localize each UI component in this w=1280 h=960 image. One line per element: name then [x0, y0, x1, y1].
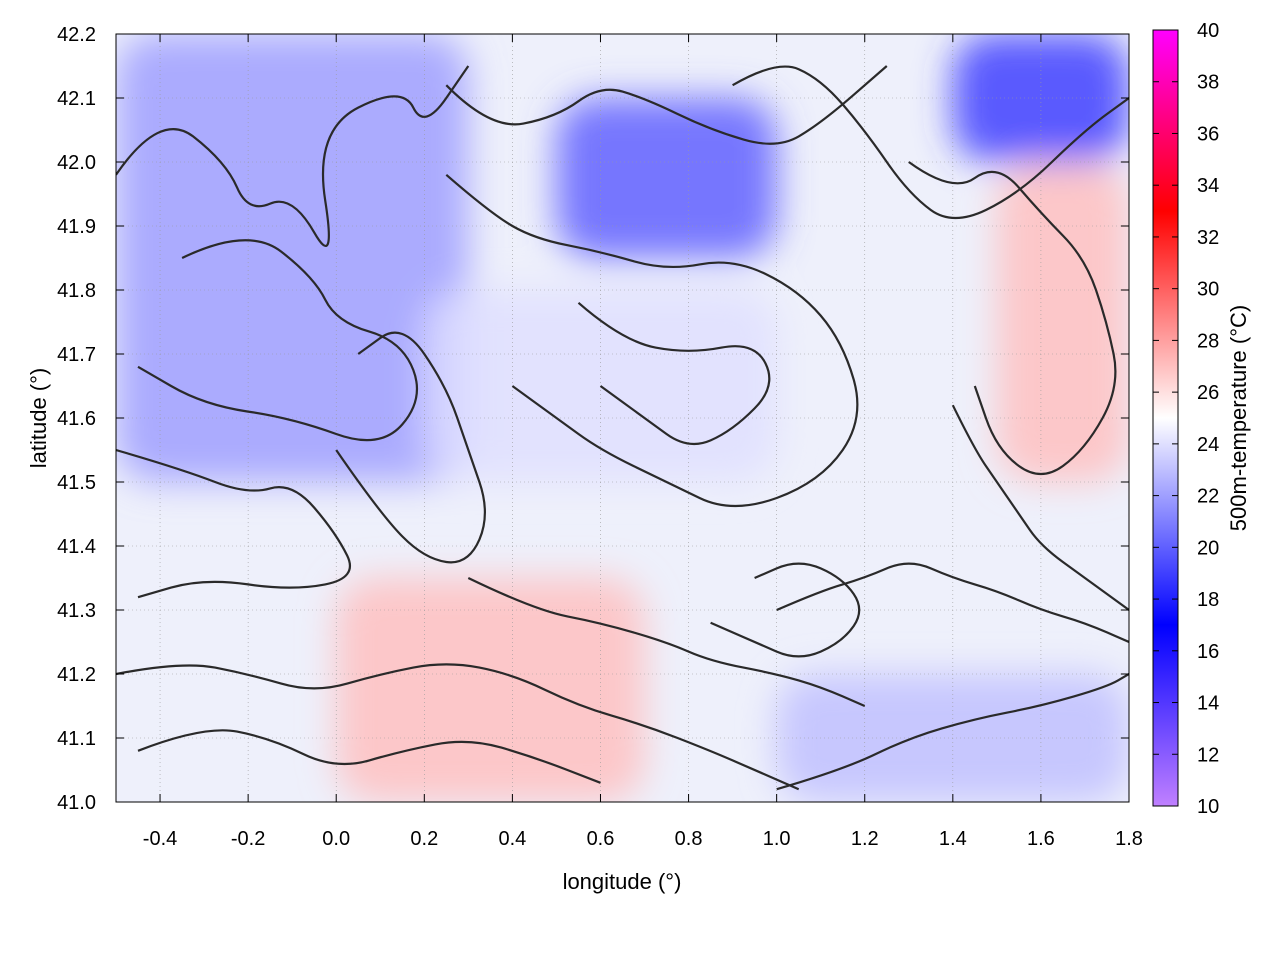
y-tick-label: 42.0	[57, 152, 96, 174]
x-tick-label: 1.0	[763, 828, 791, 850]
y-tick-label: 41.4	[57, 536, 96, 558]
region-northwest	[116, 34, 469, 482]
y-tick-label: 41.2	[57, 664, 96, 686]
colorbar-tick-label: 12	[1197, 744, 1219, 766]
region-north-central	[556, 98, 777, 258]
region-east-coast	[996, 162, 1129, 482]
contour-line	[776, 562, 1129, 644]
colorbar-title: 500m-temperature (°C)	[1226, 305, 1251, 531]
contour-line	[710, 562, 861, 658]
x-tick-label: 0.2	[410, 828, 438, 850]
colorbar-tick-label: 16	[1197, 641, 1219, 663]
plot-area	[115, 33, 1130, 803]
terrain-contours	[116, 65, 1129, 791]
colorbar-tick-label: 28	[1197, 330, 1219, 352]
colorbar: 10 12 14 16 18 20 22 24 26 28 30 32 34 36 38 40 500m-te…	[1152, 20, 1251, 818]
contour-line	[116, 448, 352, 599]
y-tick-label: 41.5	[57, 472, 96, 494]
colorbar-scale	[1152, 29, 1179, 807]
colorbar-tick-label: 22	[1197, 486, 1219, 508]
x-axis-title: longitude (°)	[563, 869, 682, 894]
y-tick-label: 41.3	[57, 600, 96, 622]
x-tick-label: 0.6	[587, 828, 615, 850]
colorbar-tick-label: 38	[1197, 72, 1219, 94]
colorbar-ticks: 10 12 14 16 18 20 22 24 26 28 30 32 34 36 38 40	[1153, 20, 1219, 818]
y-tick-label: 41.1	[57, 728, 96, 750]
x-tick-label: 0.4	[498, 828, 526, 850]
y-axis: 41.0 41.1 41.2 41.3 41.4 41.5 41.6 41.7 41.8 41.9…	[57, 24, 1129, 814]
x-tick-label: 1.6	[1027, 828, 1055, 850]
contour-line	[776, 673, 1129, 791]
contour-line	[908, 161, 1117, 476]
contour-line	[732, 65, 1129, 220]
contour-line	[467, 577, 866, 708]
x-tick-label: 0.0	[322, 828, 350, 850]
colorbar-tick-label: 14	[1197, 693, 1219, 715]
colorbar-tick-label: 32	[1197, 227, 1219, 249]
colorbar-tick-label: 40	[1197, 20, 1219, 42]
y-tick-label: 41.6	[57, 408, 96, 430]
contour-line	[137, 239, 419, 442]
colorbar-tick-label: 34	[1197, 175, 1219, 197]
x-tick-label: 1.2	[851, 828, 879, 850]
y-axis-title: latitude (°)	[26, 368, 51, 469]
colorbar-tick-label: 30	[1197, 279, 1219, 301]
y-tick-label: 42.2	[57, 24, 96, 46]
colorbar-tick-label: 36	[1197, 123, 1219, 145]
y-tick-label: 42.1	[57, 88, 96, 110]
contour-line	[577, 301, 771, 446]
x-tick-label: 1.8	[1115, 828, 1143, 850]
contour-line	[335, 331, 486, 564]
contour-line	[951, 404, 1129, 611]
colorbar-tick-label: 26	[1197, 382, 1219, 404]
x-tick-label: -0.4	[143, 828, 177, 850]
x-tick-label: 0.8	[675, 828, 703, 850]
colorbar-tick-label: 20	[1197, 537, 1219, 559]
contour-line	[137, 729, 601, 784]
contour-line	[116, 663, 800, 791]
x-tick-label: 1.4	[939, 828, 967, 850]
y-tick-label: 41.8	[57, 280, 96, 302]
y-tick-label: 41.7	[57, 344, 96, 366]
y-tick-label: 41.9	[57, 216, 96, 238]
y-tick-label: 41.0	[57, 792, 96, 814]
colorbar-tick-label: 18	[1197, 589, 1219, 611]
contour-line	[116, 65, 470, 247]
colorbar-tick-label: 10	[1197, 796, 1219, 818]
colorbar-tick-label: 24	[1197, 434, 1219, 456]
contour-line	[445, 173, 859, 508]
x-tick-label: -0.2	[231, 828, 265, 850]
x-axis: -0.4 -0.2 0.0 0.2 0.4 0.6 0.8 1.0 1.2 1.4 1.6 1.8	[143, 34, 1143, 850]
contour-line	[445, 65, 888, 145]
region-south-central	[336, 578, 645, 802]
